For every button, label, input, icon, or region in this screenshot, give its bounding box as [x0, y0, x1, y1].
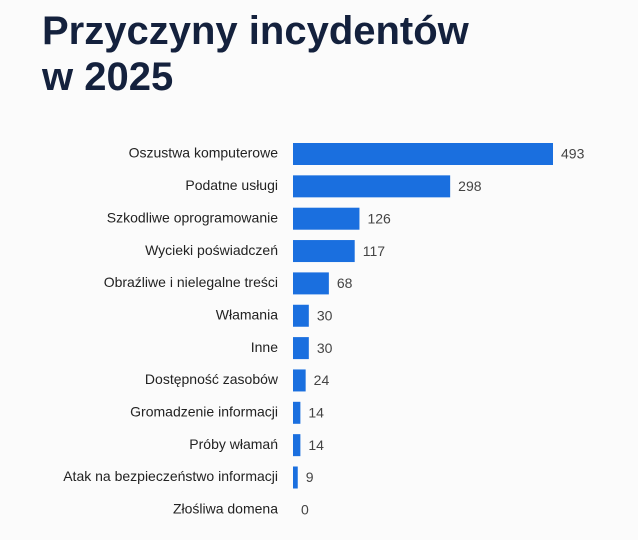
- bar: [293, 240, 355, 263]
- value-label: 298: [458, 178, 482, 194]
- value-label: 9: [306, 469, 314, 485]
- bar: [293, 304, 309, 327]
- category-label: Atak na bezpieczeństwo informacji: [63, 468, 278, 484]
- bar: [293, 272, 329, 295]
- chart-title: Przyczyny incydentów w 2025: [42, 9, 469, 99]
- value-label: 30: [317, 340, 333, 356]
- bar: [293, 207, 360, 230]
- value-label: 30: [317, 307, 333, 323]
- value-label: 493: [561, 146, 585, 162]
- category-label: Złośliwa domena: [173, 501, 278, 517]
- bar: [293, 175, 451, 198]
- bar: [293, 337, 309, 360]
- bar: [293, 143, 553, 165]
- bar: [293, 401, 301, 424]
- category-label: Gromadzenie informacji: [130, 404, 278, 420]
- category-label: Szkodliwe oprogramowanie: [107, 209, 278, 225]
- category-label: Inne: [251, 339, 278, 355]
- value-label: 117: [363, 243, 386, 259]
- value-label: 14: [308, 437, 324, 453]
- category-label: Oszustwa komputerowe: [129, 145, 279, 161]
- category-label: Wycieki poświadczeń: [145, 242, 278, 258]
- bar: [293, 369, 306, 392]
- category-label: Podatne usługi: [185, 177, 278, 193]
- bar: [293, 434, 301, 457]
- category-label: Włamania: [216, 306, 278, 322]
- bar: [293, 466, 298, 489]
- category-label: Obraźliwe i nielegalne treści: [104, 274, 278, 290]
- value-label: 0: [301, 502, 309, 518]
- category-label: Próby włamań: [189, 436, 278, 452]
- value-label: 126: [367, 210, 391, 226]
- category-label: Dostępność zasobów: [145, 371, 279, 387]
- value-label: 68: [337, 275, 353, 291]
- value-label: 14: [308, 405, 324, 421]
- value-label: 24: [314, 372, 330, 388]
